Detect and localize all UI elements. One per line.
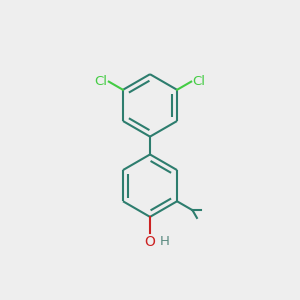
Text: Cl: Cl xyxy=(193,75,206,88)
Text: H: H xyxy=(160,235,170,248)
Text: O: O xyxy=(145,235,155,249)
Text: Cl: Cl xyxy=(94,75,107,88)
